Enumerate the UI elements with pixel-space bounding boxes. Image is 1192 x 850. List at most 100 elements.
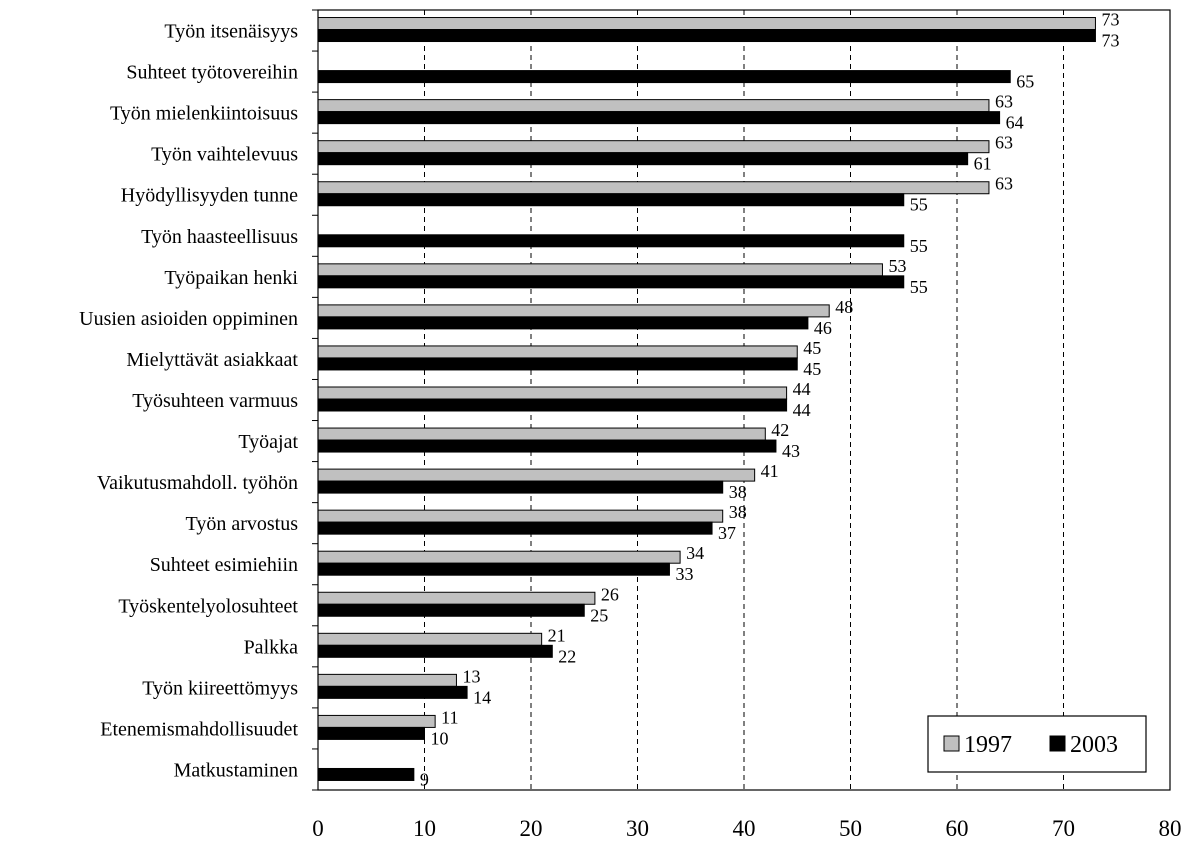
value-label-1997: 63 — [995, 92, 1013, 112]
grid-lines — [312, 9, 1064, 791]
bar-1997 — [317, 181, 990, 195]
bar-2003 — [317, 111, 1001, 125]
category-label: Työn arvostus — [186, 513, 299, 535]
category-label: Mielyttävät asiakkaat — [126, 349, 298, 371]
x-tick-label: 0 — [312, 816, 324, 841]
bar-1997 — [317, 673, 457, 687]
category-label: Vaikutusmahdoll. työhön — [97, 472, 298, 494]
bar-2003 — [317, 70, 1011, 84]
value-label-2003: 73 — [1101, 31, 1119, 51]
bar-2003 — [317, 644, 553, 658]
bar-2003 — [317, 316, 809, 330]
value-label-2003: 10 — [431, 728, 449, 748]
value-label-1997: 13 — [462, 666, 480, 686]
value-label-1997: 42 — [771, 420, 789, 440]
bar-1997 — [317, 468, 756, 482]
value-label-1997: 44 — [793, 379, 811, 399]
bar-2003 — [317, 193, 905, 207]
bars — [317, 17, 1096, 781]
category-label: Työn kiireettömyys — [142, 677, 298, 699]
x-tick-label: 40 — [733, 816, 756, 841]
bar-1997 — [317, 386, 788, 400]
category-label: Työn mielenkiintoisuus — [110, 103, 298, 125]
category-label: Työskentelyolosuhteet — [118, 595, 298, 617]
value-label-2003: 55 — [910, 236, 928, 256]
bar-2003 — [317, 152, 969, 166]
category-label: Matkustaminen — [174, 759, 298, 781]
bar-1997 — [317, 591, 596, 605]
value-label-2003: 46 — [814, 318, 832, 338]
bar-2003 — [317, 234, 905, 248]
value-label-2003: 64 — [1006, 113, 1024, 133]
value-label-2003: 44 — [793, 400, 811, 420]
bar-1997 — [317, 140, 990, 154]
legend-label-1997: 1997 — [964, 732, 1012, 758]
category-label: Työn vaihtelevuus — [151, 144, 298, 166]
bar-2003 — [317, 439, 777, 453]
bar-2003 — [317, 398, 788, 412]
value-label-1997: 38 — [729, 502, 747, 522]
bar-1997 — [317, 427, 766, 441]
value-label-2003: 9 — [420, 769, 429, 789]
value-label-1997: 21 — [548, 625, 566, 645]
legend-box — [927, 715, 1147, 773]
value-label-2003: 65 — [1016, 72, 1034, 92]
bar-1997 — [317, 99, 990, 113]
bar-2003 — [317, 357, 798, 371]
x-tick-label: 20 — [520, 816, 543, 841]
category-label: Etenemismahdollisuudet — [100, 718, 298, 740]
category-label: Työsuhteen varmuus — [132, 390, 298, 412]
value-label-1997: 63 — [995, 133, 1013, 153]
x-axis-ticks: 0 10 20 30 40 50 60 70 80 — [312, 816, 1181, 841]
bar-2003 — [317, 767, 415, 781]
value-label-2003: 22 — [558, 646, 576, 666]
bar-2003 — [317, 562, 670, 576]
category-label: Suhteet työtovereihin — [126, 62, 298, 84]
legend-swatch-1997 — [943, 735, 960, 752]
category-label: Työpaikan henki — [164, 267, 298, 289]
category-label: Suhteet esimiehiin — [150, 554, 298, 576]
category-label: Työn itsenäisyys — [164, 21, 298, 43]
bar-2003 — [317, 726, 425, 740]
legend-label-2003: 2003 — [1070, 732, 1118, 758]
value-label-2003: 45 — [803, 359, 821, 379]
value-label-1997: 73 — [1101, 10, 1119, 30]
bar-1997 — [317, 17, 1096, 31]
bar-1997 — [317, 714, 436, 728]
bar-2003 — [317, 480, 724, 494]
bar-1997 — [317, 304, 830, 318]
legend: 1997 2003 — [927, 715, 1147, 773]
value-label-2003: 33 — [675, 564, 693, 584]
bar-1997 — [317, 509, 724, 523]
x-tick-label: 70 — [1052, 816, 1075, 841]
bar-1997 — [317, 345, 798, 359]
value-label-1997: 45 — [803, 338, 821, 358]
bar-1997 — [317, 632, 543, 646]
value-label-2003: 14 — [473, 687, 491, 707]
bar-1997 — [317, 263, 883, 277]
value-label-2003: 25 — [590, 605, 608, 625]
value-label-1997: 34 — [686, 543, 704, 563]
bar-2003 — [317, 685, 468, 699]
bar-2003 — [317, 603, 585, 617]
x-tick-label: 80 — [1159, 816, 1182, 841]
legend-swatch-2003 — [1049, 735, 1066, 752]
x-tick-label: 30 — [626, 816, 649, 841]
category-label: Työajat — [238, 431, 298, 453]
category-labels: Työn itsenäisyys Suhteet työtovereihin Työ… — [79, 21, 298, 782]
bar-1997 — [317, 550, 681, 564]
x-tick-label: 60 — [946, 816, 969, 841]
bar-2003 — [317, 29, 1096, 43]
value-label-1997: 63 — [995, 174, 1013, 194]
value-label-1997: 53 — [888, 256, 906, 276]
value-label-1997: 48 — [835, 297, 853, 317]
value-labels: 7373656364636163555553554846454544444243… — [420, 10, 1120, 790]
category-label: Työn haasteellisuus — [141, 226, 298, 248]
value-label-1997: 41 — [761, 461, 779, 481]
value-label-2003: 38 — [729, 482, 747, 502]
value-label-2003: 55 — [910, 277, 928, 297]
category-label: Uusien asioiden oppiminen — [79, 308, 298, 330]
value-label-2003: 55 — [910, 195, 928, 215]
value-label-1997: 11 — [441, 707, 458, 727]
